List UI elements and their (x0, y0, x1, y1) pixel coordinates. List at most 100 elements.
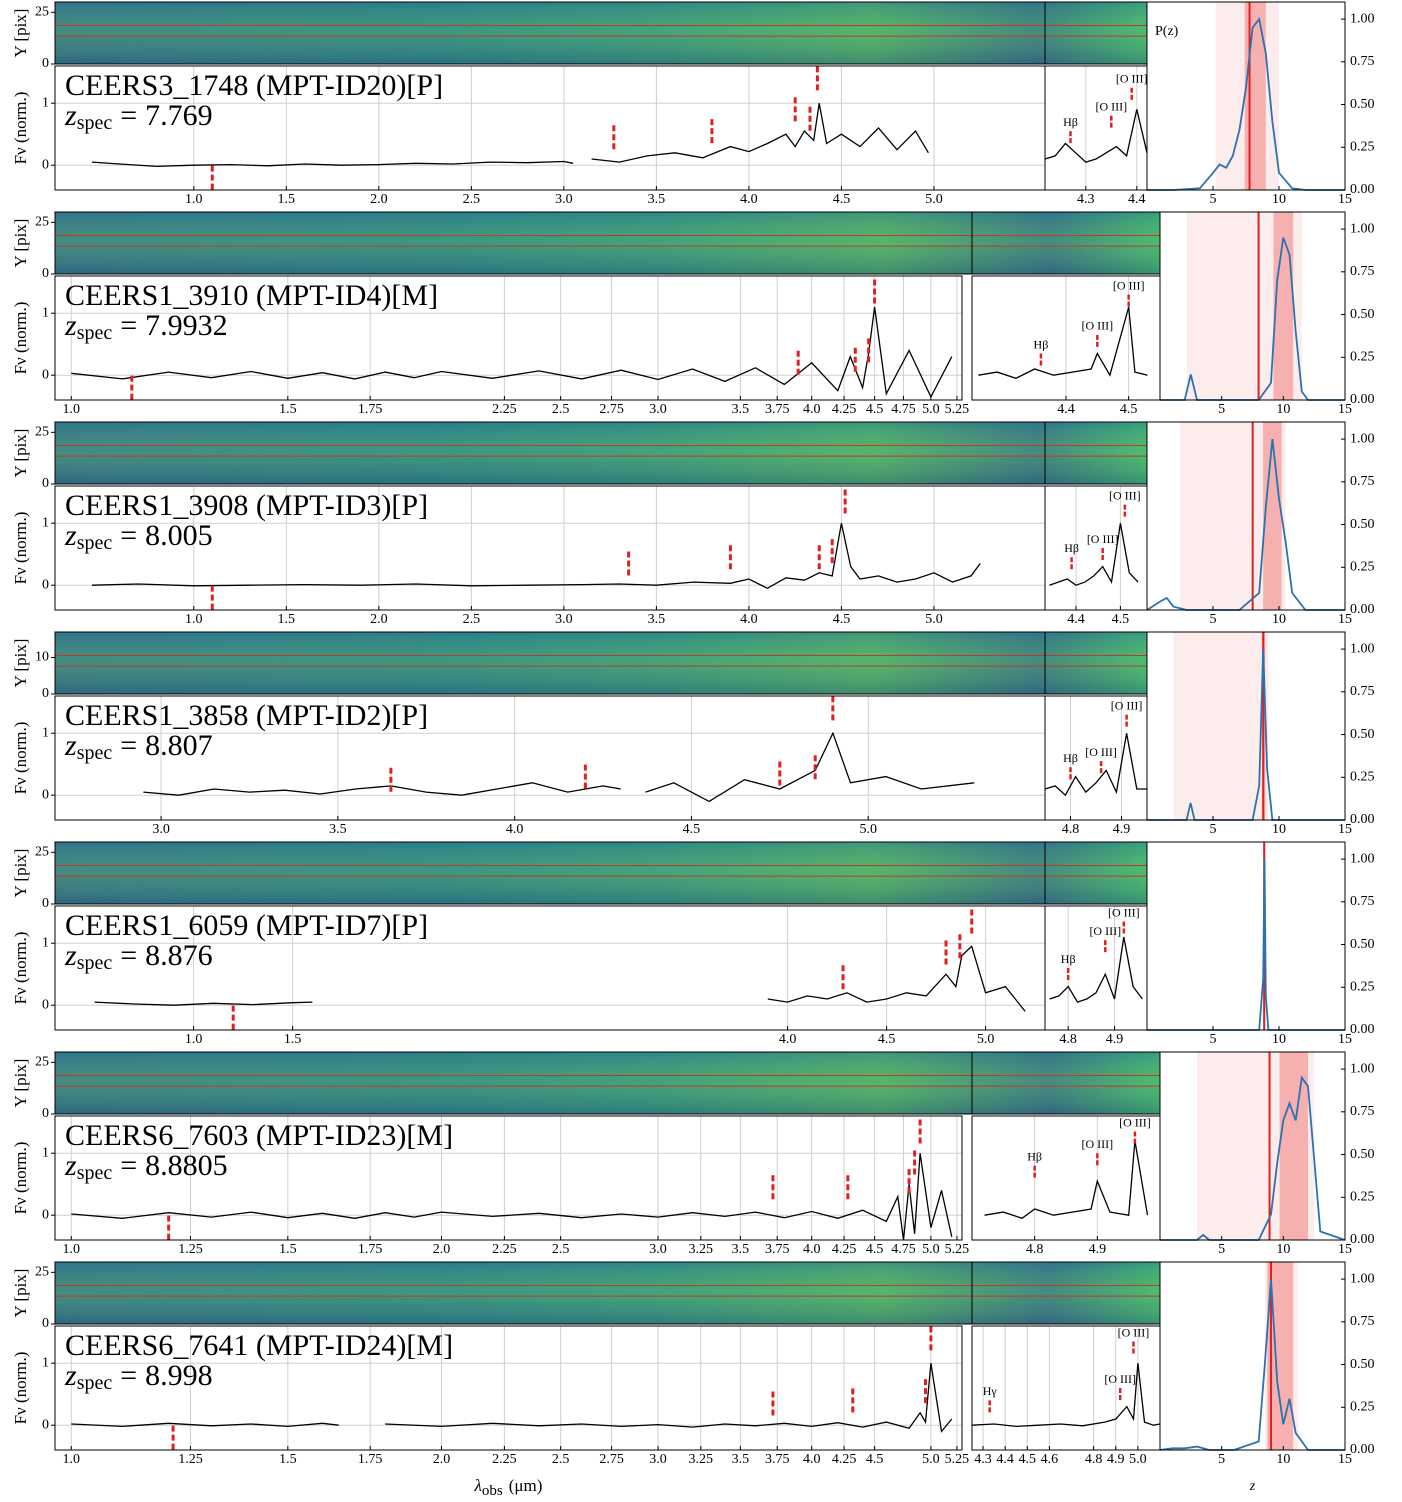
x-tick-label: 4.0 (506, 822, 524, 837)
zoom-line-label: Hβ (1063, 115, 1078, 129)
y-label: Fν (norm.) (11, 722, 30, 795)
zoom-x-tick-label: 4.9 (1107, 1452, 1125, 1467)
pz-x-label: z (1249, 1479, 1256, 1494)
x-tick-label: 1.0 (185, 192, 203, 207)
spectrum-line (143, 731, 975, 803)
x-tick-label: 4.5 (878, 1032, 896, 1047)
zoom-x-tick-label: 4.9 (1106, 1032, 1124, 1047)
pz-y-tick-label: 0.00 (1350, 392, 1375, 407)
spectrum-frame (54, 1325, 963, 1451)
zoom-line-label: Hβ (1064, 541, 1079, 555)
pz-y-tick-label: 1.00 (1350, 851, 1375, 866)
x-tick-label: 3.75 (765, 402, 790, 417)
spectrum-2d-shade (55, 632, 1147, 694)
x-tick-label: 1.0 (63, 1452, 81, 1467)
zoom-spectrum (1044, 733, 1147, 797)
img-y-label: Y [pix] (11, 1269, 30, 1318)
img-y-tick-label: 25 (35, 5, 49, 20)
zoom-line-label: [O III] (1082, 319, 1114, 333)
zspec-symbol: z (64, 309, 77, 342)
img-y-tick-label: 25 (35, 215, 49, 230)
x-tick-label: 2.5 (463, 612, 481, 627)
x-label-unit: (μm) (509, 1476, 543, 1495)
x-tick-label: 1.0 (63, 402, 81, 417)
z-tick-label: 5 (1218, 1452, 1225, 1467)
zoom-x-tick-label: 4.9 (1089, 1242, 1107, 1257)
pz-frame (1146, 841, 1346, 1031)
x-tick-label: 5.25 (945, 1242, 970, 1257)
x-tick-label: 5.0 (922, 402, 940, 417)
x-tick-label: 3.0 (649, 1242, 667, 1257)
img-y-tick-label: 25 (35, 1055, 49, 1070)
zoom-line-label: Hβ (1027, 1149, 1042, 1163)
pz-y-tick-label: 0.25 (1350, 559, 1375, 574)
img-y-label: Y [pix] (11, 639, 30, 688)
img-y-tick-label: 0 (42, 686, 49, 701)
zoom-x-tick-label: 4.4 (1067, 612, 1085, 627)
zspec-symbol: z (64, 519, 77, 552)
x-tick-label: 2.5 (552, 1452, 570, 1467)
pz-y-tick-label: 1.00 (1350, 221, 1375, 236)
x-tick-label: 2.0 (370, 192, 388, 207)
x-tick-label: 3.75 (765, 1242, 790, 1257)
img-y-tick-label: 25 (35, 425, 49, 440)
zspec-label: zspec = 8.998 (64, 1359, 213, 1394)
pz-y-tick-label: 0.50 (1350, 1357, 1375, 1372)
pz-y-tick-label: 0.50 (1350, 937, 1375, 952)
x-tick-label: 3.0 (649, 402, 667, 417)
x-tick-label: 4.5 (866, 402, 884, 417)
spectrum-2d-shade (55, 422, 1147, 484)
x-tick-label: 2.5 (463, 192, 481, 207)
z-tick-label: 15 (1338, 1032, 1352, 1047)
pz-y-tick-label: 0.75 (1350, 54, 1375, 69)
zoom-line-label: [O III] (1113, 278, 1145, 292)
pz-y-tick-label: 1.00 (1350, 641, 1375, 656)
x-tick-label: 3.5 (732, 1452, 750, 1467)
z-tick-label: 5 (1210, 1032, 1217, 1047)
zoom-x-tick-label: 4.5 (1019, 1452, 1037, 1467)
zoom-spectrum (1049, 523, 1139, 586)
zoom-x-tick-label: 4.5 (1112, 612, 1130, 627)
zoom-spectrum (978, 306, 1148, 380)
z-tick-label: 10 (1272, 612, 1286, 627)
y-label: Fν (norm.) (11, 302, 30, 375)
spectrum-line (91, 103, 929, 168)
x-tick-label: 2.0 (433, 1452, 451, 1467)
x-tick-label: 4.5 (833, 612, 851, 627)
pz-curve (1147, 16, 1345, 191)
sample-title: CEERS6_7603 (MPT-ID23)[M] (65, 1119, 453, 1152)
pz-y-tick-label: 0.50 (1350, 1147, 1375, 1162)
zoom-x-tick-label: 5.0 (1129, 1452, 1147, 1467)
pz-y-tick-label: 0.00 (1350, 602, 1375, 617)
pz-frame (1159, 211, 1346, 401)
y-tick-label: 0 (42, 157, 49, 172)
z-tick-label: 15 (1338, 192, 1352, 207)
x-tick-label: 1.5 (279, 1452, 297, 1467)
zspec-relation: = (120, 939, 137, 972)
zspec-symbol: z (64, 939, 77, 972)
pz-curve (1160, 237, 1345, 401)
x-tick-label: 2.75 (599, 402, 624, 417)
sample-title: CEERS1_3858 (MPT-ID2)[P] (65, 699, 428, 732)
zoom-x-tick-label: 4.5 (1120, 402, 1138, 417)
img-y-tick-label: 0 (42, 1106, 49, 1121)
y-tick-label: 1 (42, 725, 49, 740)
sample-title: CEERS1_3908 (MPT-ID3)[P] (65, 489, 428, 522)
img-y-tick-label: 0 (42, 896, 49, 911)
zoom-line-label: [O III] (1119, 1115, 1151, 1129)
x-tick-label: 2.0 (370, 612, 388, 627)
img-y-label: Y [pix] (11, 9, 30, 58)
pz-y-tick-label: 0.25 (1350, 349, 1375, 364)
x-tick-label: 1.5 (278, 192, 296, 207)
spectrum-2d-shade (55, 842, 1147, 904)
x-tick-label: 4.75 (891, 402, 916, 417)
x-tick-label: 5.0 (859, 822, 877, 837)
zspec-symbol: z (64, 1359, 77, 1392)
zspec-value: 8.876 (145, 939, 213, 972)
x-tick-label: 4.5 (683, 822, 701, 837)
x-tick-label: 4.0 (803, 402, 821, 417)
z-tick-label: 15 (1338, 1452, 1352, 1467)
y-tick-label: 0 (42, 1417, 49, 1432)
x-tick-label: 5.0 (925, 192, 943, 207)
